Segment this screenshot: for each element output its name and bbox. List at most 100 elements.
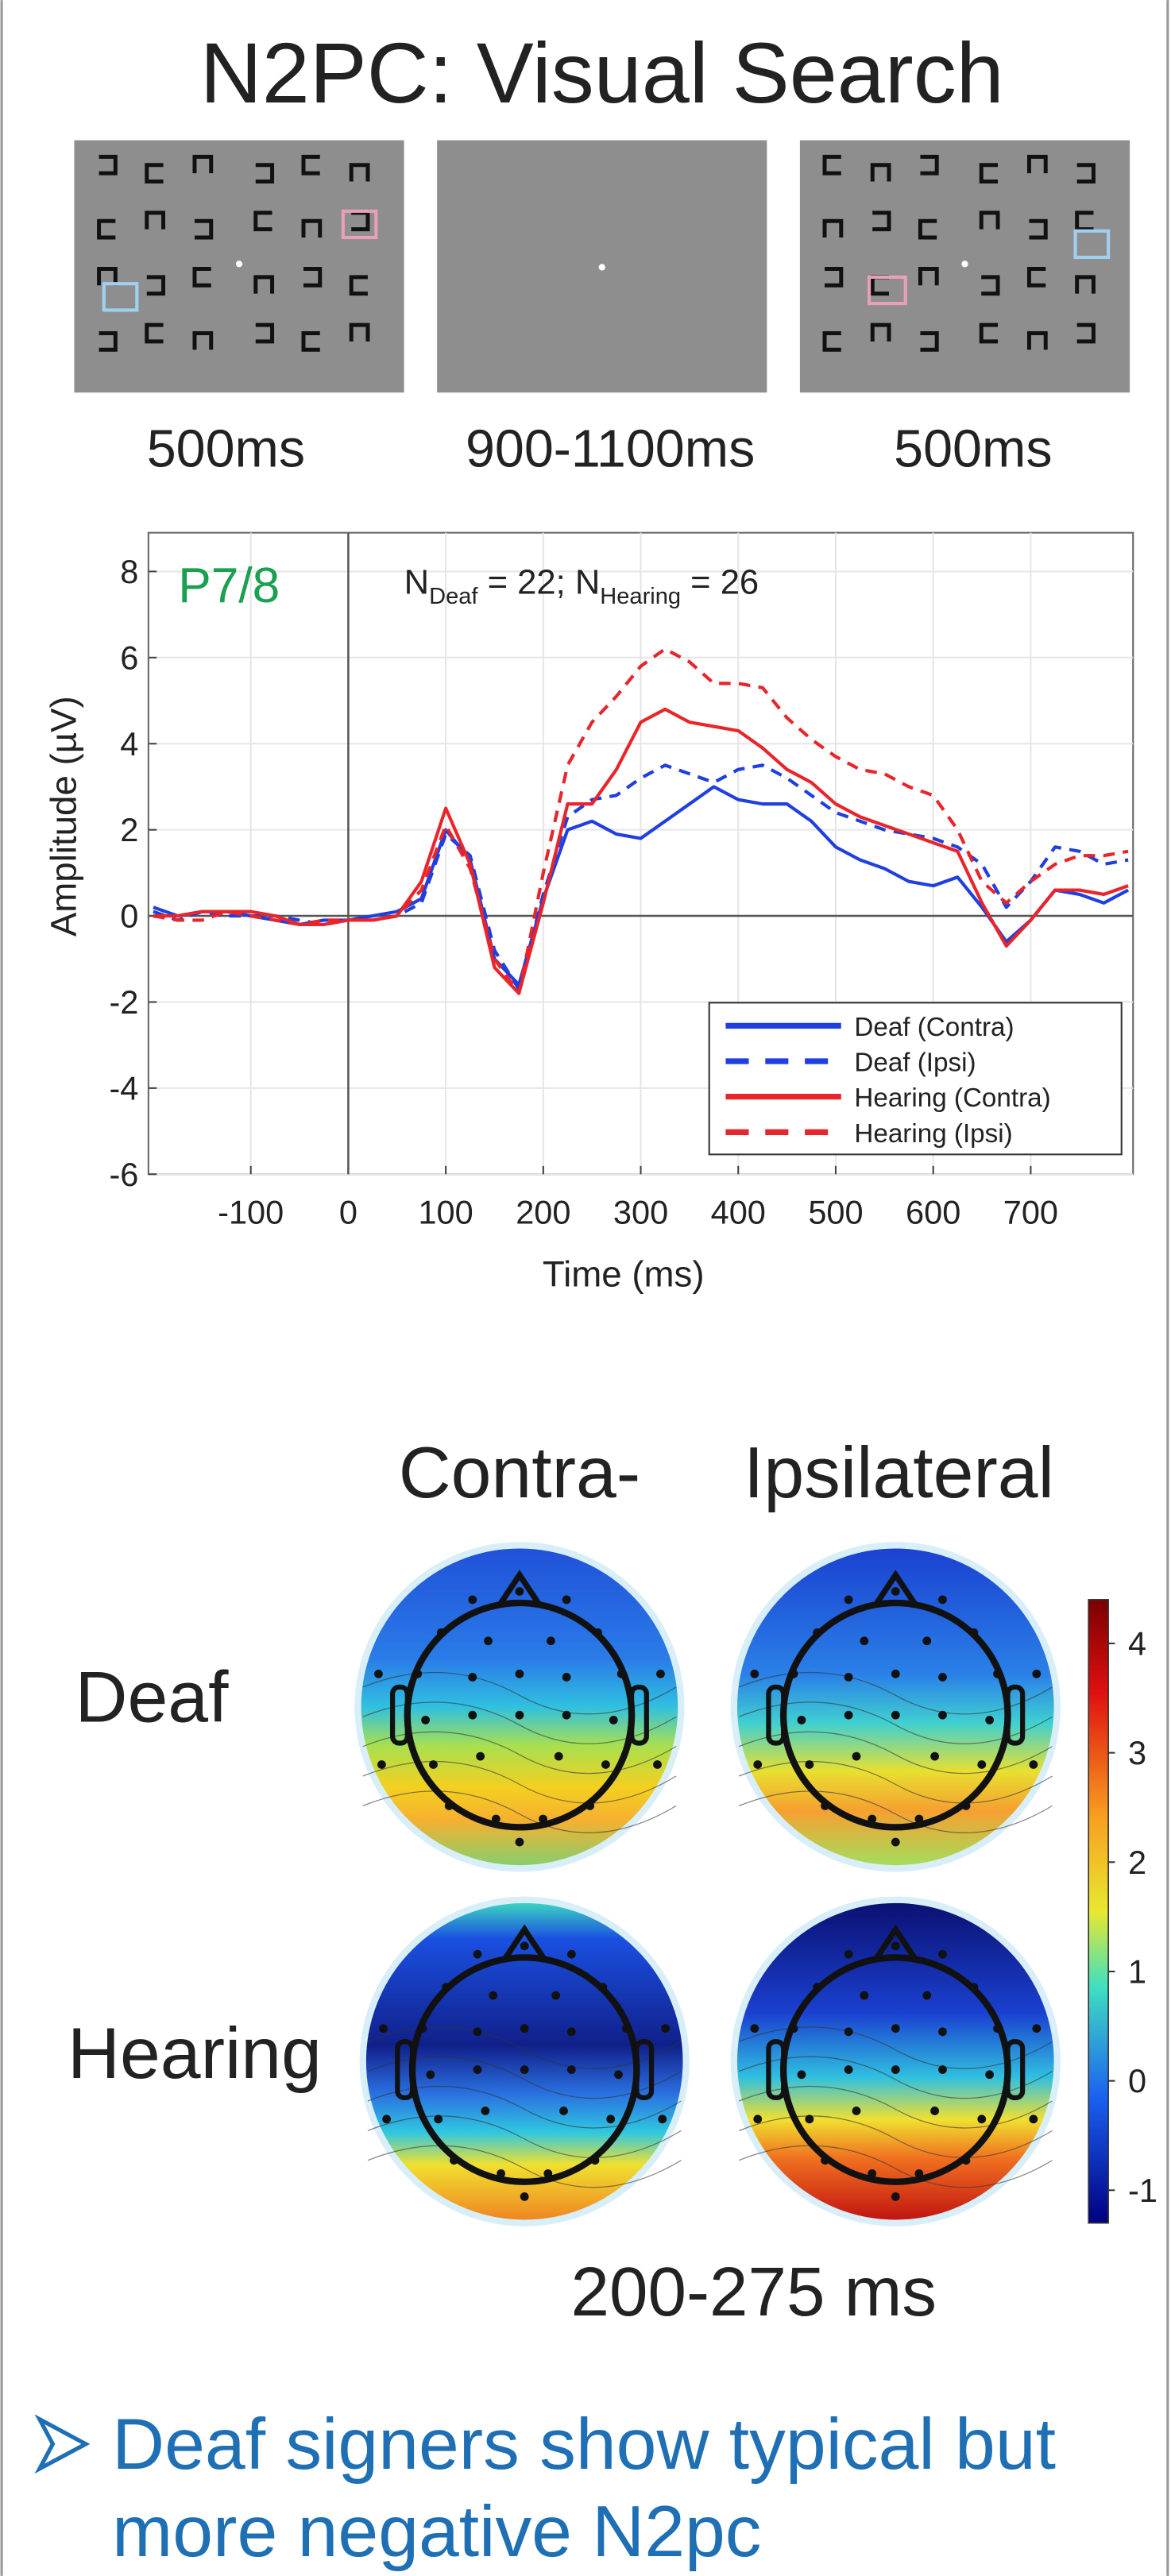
- electrode: [515, 1837, 524, 1847]
- ear: [634, 2039, 655, 2100]
- stimulus-item: [822, 154, 841, 176]
- electrode: [891, 1587, 900, 1596]
- annotation-sub: Deaf: [429, 584, 478, 609]
- stimulus-item: [255, 163, 275, 183]
- electrode: [621, 2024, 631, 2033]
- sample-size: NDeaf = 22; NHearing = 26: [404, 563, 759, 608]
- target-item: [868, 275, 907, 306]
- electrode: [891, 2065, 900, 2074]
- duration-label: 500ms: [147, 420, 305, 479]
- x-tick-label: 200: [516, 1194, 570, 1231]
- electrode: [491, 1814, 500, 1824]
- stimulus-item: [253, 275, 275, 294]
- electrode: [559, 2107, 568, 2115]
- electrode: [520, 2024, 529, 2033]
- electrode: [562, 1595, 571, 1605]
- stimulus-item: [255, 322, 275, 344]
- electrode: [520, 1941, 529, 1951]
- electrode: [566, 1949, 576, 1959]
- stimulus-item: [192, 330, 214, 350]
- electrode: [922, 1991, 932, 2000]
- electrode: [993, 1669, 1002, 1678]
- contour: [367, 2056, 682, 2099]
- electrode: [813, 1628, 822, 1637]
- electrode: [805, 2114, 814, 2124]
- target-item: [102, 282, 139, 312]
- electrode: [891, 1941, 900, 1951]
- electrode: [938, 1595, 947, 1605]
- electrode: [593, 1628, 602, 1637]
- row-label: Hearing: [68, 2013, 322, 2094]
- electrode: [1032, 1669, 1042, 1678]
- stimulus-item: [822, 330, 841, 352]
- stimulus-item: [1026, 330, 1048, 350]
- legend-label: Deaf (Ipsi): [854, 1048, 976, 1077]
- electrode: [914, 2169, 924, 2178]
- x-tick-label: 100: [418, 1194, 473, 1231]
- electrode: [797, 1716, 806, 1724]
- conclusion-line: more negative N2pc: [112, 2491, 761, 2572]
- electrode: [489, 1991, 498, 2000]
- electrode: [590, 2156, 600, 2165]
- row-label: Deaf: [75, 1657, 230, 1738]
- electrode: [515, 1669, 524, 1678]
- x-tick-label: -100: [218, 1194, 284, 1231]
- contour: [738, 2056, 1053, 2099]
- ear: [766, 2039, 786, 2100]
- electrode: [930, 1751, 940, 1761]
- electrode: [656, 1669, 665, 1678]
- electrode: [914, 1814, 924, 1824]
- contour: [738, 2115, 1053, 2158]
- electrode: [429, 1760, 438, 1769]
- x-tick-label: 600: [906, 1194, 960, 1231]
- annotation-part: = 26: [681, 563, 759, 601]
- stimulus-item: [97, 218, 116, 240]
- electrode: [562, 1673, 571, 1682]
- x-tick-label: 0: [339, 1194, 357, 1231]
- electrode: [653, 1760, 662, 1769]
- stimulus-item: [981, 275, 1000, 296]
- electrode: [844, 1595, 853, 1605]
- stimulus-item: [979, 322, 999, 344]
- target-item: [341, 209, 378, 240]
- duration-label: 900-1100ms: [466, 420, 755, 479]
- ear: [766, 1684, 786, 1746]
- contour: [738, 1701, 1053, 1744]
- stimulus-item: [825, 267, 844, 288]
- electrode: [985, 2070, 995, 2080]
- electrode: [434, 2114, 443, 2124]
- electrode: [938, 1710, 947, 1720]
- electrode: [426, 2070, 435, 2080]
- x-tick-label: 300: [613, 1194, 668, 1231]
- electrode: [891, 1837, 900, 1847]
- channel-label: P7/8: [178, 558, 280, 613]
- stimulus-item: [349, 163, 370, 182]
- y-axis-label: Amplitude (µV): [43, 696, 83, 937]
- stimulus-item: [99, 154, 118, 176]
- nose: [873, 1570, 918, 1607]
- nose: [873, 1924, 918, 1961]
- title: N2PC: Visual Search: [200, 25, 1004, 121]
- electrode: [852, 1751, 861, 1761]
- electrode: [868, 1814, 877, 1824]
- electrode: [852, 2107, 861, 2115]
- electrode: [938, 2065, 947, 2074]
- electrode: [922, 1636, 932, 1646]
- stimulus-item: [145, 210, 166, 230]
- electrode: [374, 1669, 383, 1678]
- stimulus-item: [1026, 154, 1048, 174]
- electrode: [844, 1673, 853, 1682]
- contour: [738, 1760, 1053, 1804]
- electrode: [547, 1636, 555, 1646]
- electrode: [985, 1716, 995, 1724]
- electrode: [750, 1669, 759, 1678]
- y-tick-label: 8: [120, 553, 138, 590]
- legend-label: Deaf (Contra): [854, 1013, 1014, 1042]
- annotation-part: = 22; N: [477, 563, 600, 601]
- x-tick-label: 400: [711, 1194, 766, 1231]
- bullet-arrow: [34, 2414, 91, 2474]
- electrode: [753, 1760, 763, 1769]
- stimulus-item: [194, 218, 214, 240]
